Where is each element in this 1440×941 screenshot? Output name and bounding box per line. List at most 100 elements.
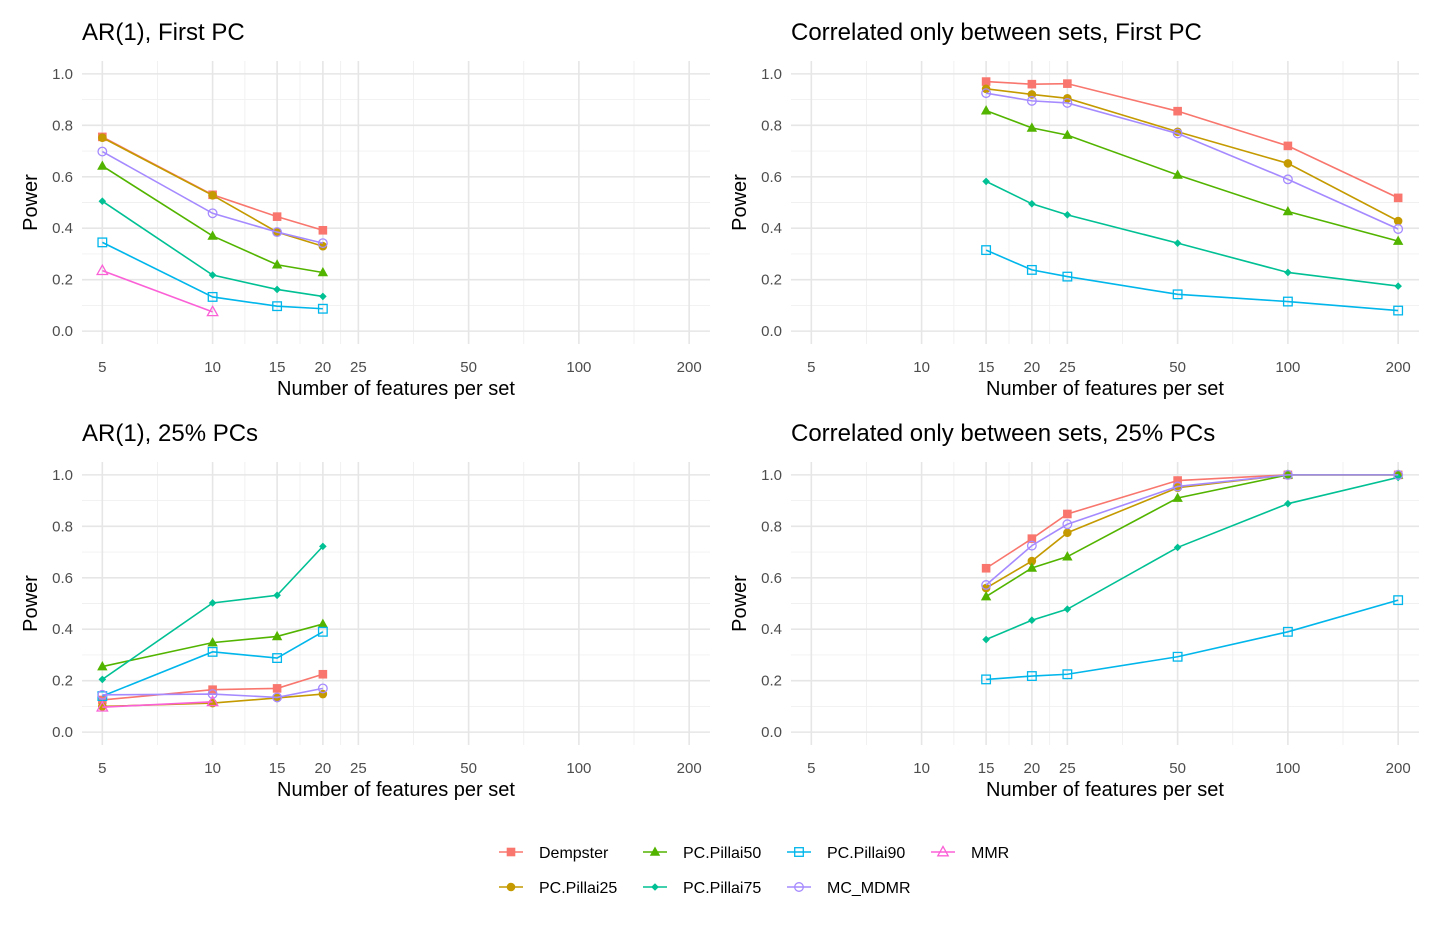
data-point-pc-pillai75 xyxy=(1063,211,1072,219)
data-point-pc-pillai90 xyxy=(1026,671,1037,682)
data-point-pc-pillai25 xyxy=(1283,159,1293,168)
data-point-mc-mdmr xyxy=(317,683,328,694)
series-line-pc-pillai50 xyxy=(985,109,1399,242)
y-tick-label: 0.0 xyxy=(52,724,73,741)
data-point-pc-pillai25 xyxy=(98,133,107,142)
data-point-mc-mdmr xyxy=(1282,174,1293,185)
data-point-mc-mdmr xyxy=(1062,97,1073,108)
legend-item-pc-pillai50: PC.Pillai50 xyxy=(643,845,761,862)
data-point-pc-pillai90 xyxy=(1026,264,1037,275)
x-tick-label: 15 xyxy=(269,760,286,777)
y-tick-label: 0.2 xyxy=(52,272,73,289)
legend-key-marker xyxy=(794,882,804,892)
data-point-pc-pillai50 xyxy=(1172,492,1183,502)
series-line-pc-pillai90 xyxy=(101,241,323,310)
y-tick-label: 1.0 xyxy=(52,467,73,484)
data-point-pc-pillai75 xyxy=(982,635,990,644)
x-tick-label: 5 xyxy=(807,359,815,376)
data-point-dempster xyxy=(318,669,328,679)
x-tick-label: 10 xyxy=(204,359,221,376)
x-axis-title: Number of features per set xyxy=(277,779,515,801)
data-point-pc-pillai90 xyxy=(207,291,218,302)
data-point-pc-pillai90 xyxy=(1282,296,1293,307)
data-point-pc-pillai75 xyxy=(1173,239,1182,247)
x-tick-label: 200 xyxy=(677,760,702,777)
data-point-pc-pillai50 xyxy=(317,618,329,628)
y-tick-label: 1.0 xyxy=(52,66,73,83)
data-point-pc-pillai90 xyxy=(1172,289,1183,300)
x-axis-title: Number of features per set xyxy=(277,378,515,400)
data-point-pc-pillai50 xyxy=(1026,122,1038,132)
data-point-pc-pillai90 xyxy=(1282,626,1293,637)
data-point-pc-pillai90 xyxy=(1393,595,1404,606)
data-point-pc-pillai90 xyxy=(981,245,992,256)
data-point-mc-mdmr xyxy=(1282,469,1293,480)
panel-2: 0.0 0.2 0.4 0.6 0.8 1.0 5 10 15 20 25 50 100 200 Corre… xyxy=(729,19,1419,400)
legend-item-pc-pillai90: PC.Pillai90 xyxy=(787,845,905,862)
series-pc-pillai90 xyxy=(981,595,1404,685)
data-point-pc-pillai90 xyxy=(1172,651,1183,662)
series-line-pc-pillai25 xyxy=(101,136,324,248)
data-point-pc-pillai90 xyxy=(272,301,283,312)
data-point-pc-pillai75 xyxy=(319,292,327,301)
legend-key-marker xyxy=(506,882,516,892)
data-point-dempster xyxy=(272,684,282,693)
y-tick-label: 0.8 xyxy=(761,117,782,134)
data-point-pc-pillai75 xyxy=(208,599,217,607)
x-axis-title: Number of features per set xyxy=(986,779,1224,801)
x-tick-label: 50 xyxy=(460,359,477,376)
y-tick-label: 1.0 xyxy=(761,66,782,83)
data-point-mc-mdmr xyxy=(97,146,108,157)
data-point-mc-mdmr xyxy=(1026,95,1037,106)
legend-item-mmr: MMR xyxy=(931,845,1009,862)
data-point-pc-pillai50 xyxy=(317,266,329,277)
x-tick-label: 200 xyxy=(677,359,702,376)
series-line-pc-pillai50 xyxy=(102,623,324,668)
y-tick-label: 0.6 xyxy=(52,169,73,186)
series-pc-pillai50 xyxy=(97,618,329,671)
data-point-pc-pillai75 xyxy=(1284,499,1292,508)
x-tick-label: 10 xyxy=(204,760,221,777)
panel-title: AR(1), 25% PCs xyxy=(82,420,258,447)
data-point-dempster xyxy=(1173,476,1182,485)
major-grid xyxy=(791,462,1419,745)
series-line-pc-pillai90 xyxy=(102,631,324,697)
series-line-dempster xyxy=(986,80,1399,199)
panel-3: 0.0 0.2 0.4 0.6 0.8 1.0 5 10 15 20 25 50 100 200 AR(1)… xyxy=(20,420,710,801)
data-point-dempster xyxy=(1173,106,1182,116)
x-tick-label: 10 xyxy=(913,359,930,376)
panel-title: Correlated only between sets, 25% PCs xyxy=(791,420,1215,447)
series-line-pc-pillai75 xyxy=(101,545,324,681)
x-tick-label: 100 xyxy=(1275,359,1300,376)
series-pc-pillai75 xyxy=(98,197,327,301)
y-tick-label: 0.8 xyxy=(761,518,782,535)
data-point-dempster xyxy=(1393,193,1403,203)
y-tick-label: 0.4 xyxy=(761,220,782,237)
y-tick-label: 0.2 xyxy=(761,272,782,289)
data-point-pc-pillai75 xyxy=(98,675,107,684)
x-tick-label: 20 xyxy=(1024,359,1041,376)
data-point-pc-pillai25 xyxy=(318,241,328,251)
data-point-pc-pillai75 xyxy=(319,542,327,551)
x-tick-label: 25 xyxy=(350,760,367,777)
series-pc-pillai50 xyxy=(980,105,1404,245)
series-mc-mdmr xyxy=(981,469,1404,590)
y-tick-label: 0.6 xyxy=(761,169,782,186)
legend-label: MC_MDMR xyxy=(827,880,911,897)
data-point-dempster xyxy=(1283,141,1293,151)
data-point-pc-pillai50 xyxy=(207,230,218,240)
data-point-pc-pillai90 xyxy=(981,674,992,685)
series-mc-mdmr xyxy=(97,683,328,703)
series-line-pc-pillai90 xyxy=(986,599,1399,681)
data-point-pc-pillai90 xyxy=(97,237,108,248)
series-mc-mdmr xyxy=(97,146,328,249)
series-line-pc-pillai25 xyxy=(986,87,1399,222)
series-pc-pillai50 xyxy=(97,160,329,277)
data-point-dempster xyxy=(1027,79,1037,89)
data-point-mmr xyxy=(96,700,109,712)
series-pc-pillai25 xyxy=(981,470,1403,593)
data-point-pc-pillai50 xyxy=(97,661,108,671)
y-axis-title: Power xyxy=(729,174,751,231)
data-point-mc-mdmr xyxy=(272,692,283,703)
